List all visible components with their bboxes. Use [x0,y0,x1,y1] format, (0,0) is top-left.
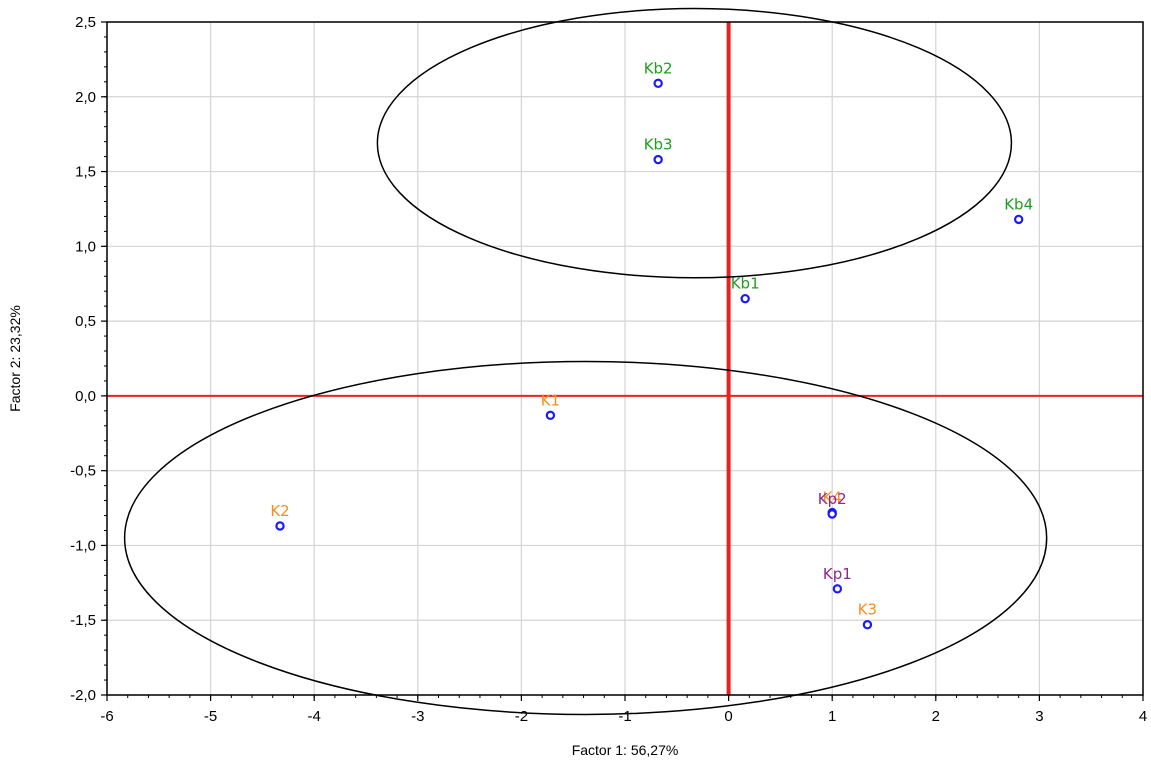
y-tick-label: 2,0 [75,89,96,106]
reference-lines [107,22,1143,695]
point-label: K4 [823,489,842,507]
y-axis-title: Factor 2: 23,32% [7,305,23,412]
data-point [545,410,556,421]
x-tick-label: -6 [100,708,113,725]
x-tick-label: -5 [204,708,217,725]
y-tick-label: -2,0 [70,687,96,704]
data-point [827,509,837,519]
x-tick-label: 2 [932,708,940,725]
point-label: Kb3 [644,136,673,154]
y-tick-label: 0,5 [75,313,96,330]
point-label: K1 [541,391,560,409]
data-point [275,521,285,531]
x-tick-label: -4 [308,708,321,725]
x-tick-label: -1 [618,708,631,725]
y-tick-label: 1,5 [75,164,96,181]
x-axis-title: Factor 1: 56,27% [572,742,679,758]
x-tick-label: 4 [1139,708,1147,725]
x-tick-label: 0 [724,708,732,725]
cluster-ellipse [376,7,1013,279]
point-label: Kb2 [644,59,673,77]
point-label: Kp1 [823,565,852,583]
data-point [653,78,663,89]
y-tick-label: -0,5 [70,463,96,480]
x-tick-label: -3 [411,708,424,725]
point-label: Kb4 [1004,195,1033,213]
cluster-ellipses [123,7,1048,716]
y-tick-label: -1,5 [70,612,96,629]
data-point [653,154,663,165]
data-point [740,293,750,304]
data-points [275,78,1024,630]
point-label: Kp2 [818,490,847,508]
y-tick-label: -1,0 [70,537,96,554]
y-tick-label: 1,0 [75,238,96,255]
y-tick-label: 0,0 [75,388,96,405]
point-label: K3 [858,601,877,619]
data-point [1013,214,1024,225]
data-point [862,620,873,630]
x-tick-label: 1 [828,708,836,725]
x-tick-label: -2 [515,708,528,725]
tick-labels: -6 -5 -4 -3 -2 -1 0 1 2 3 4 -2,0 -1,5 -1,0 -0,5 0,0 0,5 1… [70,14,1147,725]
y-tick-label: 2,5 [75,14,96,31]
axis-ticks [101,21,1144,701]
point-label: K2 [270,502,289,520]
cluster-ellipse [123,360,1048,716]
x-tick-label: 3 [1035,708,1043,725]
point-label: Kb1 [731,275,760,293]
data-point [832,584,843,594]
